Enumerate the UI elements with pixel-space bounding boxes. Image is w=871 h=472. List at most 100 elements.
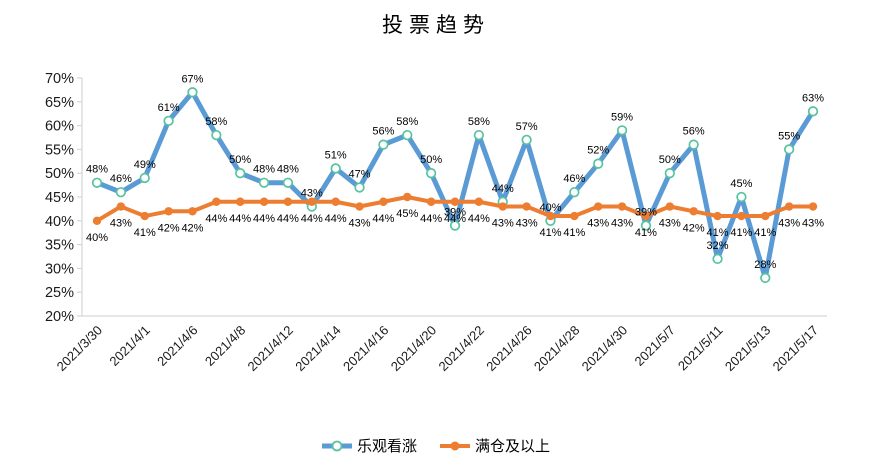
series-layer [91,87,819,284]
full-position-data-point [450,197,460,206]
full-position-data-point [665,202,675,211]
x-tick-label: 2021/5/17 [770,323,822,375]
optimistic-data-point [760,272,771,284]
x-tick-label: 2021/4/30 [579,323,631,375]
full-position-data-label: 41% [730,227,752,239]
optimistic-data-label: 47% [349,168,371,180]
optimistic-data-point [425,168,437,179]
optimistic-data-point [807,106,819,117]
full-position-data-label: 44% [372,213,394,225]
optimistic-data-label: 50% [659,154,681,166]
full-position-data-point [379,197,388,206]
optimistic-data-point [282,177,294,188]
optimistic-data-point [235,168,246,179]
optimistic-data-label: 39% [444,207,466,219]
optimistic-data-label: 63% [802,92,824,104]
full-position-data-point [641,211,651,221]
full-position-data-label: 41% [563,227,585,239]
y-tick-label: 65% [45,95,74,111]
full-position-data-label: 43% [802,218,824,230]
full-position-data-point [522,202,531,211]
y-tick-label: 60% [45,119,74,135]
legend: 乐观看涨 满仓及以上 [322,438,550,455]
optimistic-data-label: 43% [301,188,323,200]
full-position-data-label: 41% [707,227,729,239]
full-position-data-label: 40% [86,232,108,244]
full-position-data-label: 42% [683,222,705,234]
full-position-data-label: 43% [587,218,609,230]
full-position-data-point [784,202,794,211]
full-position-data-point [355,202,364,211]
full-position-data-label: 43% [349,218,371,230]
x-tick-label: 2021/4/12 [245,323,297,375]
optimistic-data-point [115,187,127,198]
optimistic-data-point [664,168,675,179]
full-position-data-label: 43% [778,218,800,230]
legend-label-optimistic: 乐观看涨 [357,438,417,455]
optimistic-data-label: 59% [611,111,633,123]
x-tick-label: 2021/5/11 [675,323,726,374]
full-position-data-point [403,192,412,202]
full-position-marker-icon [450,441,460,451]
full-position-data-point [236,197,245,206]
optimistic-data-point [688,139,699,150]
x-tick-label: 2021/4/22 [435,323,487,375]
optimistic-data-label: 48% [86,164,108,176]
optimistic-data-label: 55% [778,130,800,142]
optimistic-data-point [211,129,222,141]
full-position-data-point [426,197,436,206]
full-position-data-label: 41% [754,227,776,239]
optimistic-data-label: 67% [181,73,203,85]
x-tick-label: 2021/4/14 [292,323,344,375]
optimistic-data-label: 39% [635,207,657,219]
optimistic-data-label: 49% [134,159,156,171]
full-position-data-point [737,211,746,221]
x-tick-label: 2021/4/20 [388,323,440,375]
optimistic-data-label: 50% [420,154,442,166]
y-tick-label: 70% [45,71,74,87]
optimistic-data-point [163,115,174,126]
optimistic-data-label: 52% [587,145,609,157]
optimistic-data-point [330,163,341,174]
full-position-data-label: 42% [181,222,203,234]
full-position-data-label: 43% [110,218,132,230]
full-position-data-label: 44% [468,213,490,225]
legend-label-full-position: 满仓及以上 [475,438,550,455]
full-position-data-point [808,202,818,211]
x-tick-label: 2021/3/30 [54,323,106,375]
optimistic-data-point [783,144,795,155]
y-tick-label: 40% [45,214,74,230]
legend-item-optimistic: 乐观看涨 [322,438,417,455]
y-tick-label: 45% [45,190,74,206]
optimistic-data-point [402,129,413,141]
optimistic-data-point [449,220,461,231]
full-position-data-point [116,202,126,211]
optimistic-data-label: 32% [707,240,729,252]
optimistic-data-point [569,187,580,198]
optimistic-data-point [139,172,150,184]
legend-item-full-position: 满仓及以上 [440,438,550,455]
full-position-data-label: 44% [325,213,347,225]
full-position-data-label: 44% [277,213,299,225]
optimistic-data-label: 51% [325,149,347,161]
x-tick-label: 2021/4/26 [483,323,535,375]
optimistic-data-label: 56% [683,126,705,138]
full-position-data-point [331,197,340,206]
y-tick-label: 25% [45,285,74,301]
full-position-data-point [307,197,317,206]
full-position-data-point [570,211,579,221]
optimistic-data-label: 40% [539,202,561,214]
optimistic-data-point [354,182,365,193]
x-tick-label: 2021/4/6 [154,323,200,369]
full-position-data-label: 42% [158,222,180,234]
y-tick-label: 20% [45,309,74,325]
full-position-data-point [594,202,603,211]
full-position-data-point [283,197,293,206]
optimistic-data-point [187,87,198,98]
x-tick-label: 2021/4/28 [531,323,583,375]
full-position-data-label: 41% [635,227,657,239]
optimistic-data-label: 45% [730,178,752,190]
optimistic-data-point [712,253,723,265]
